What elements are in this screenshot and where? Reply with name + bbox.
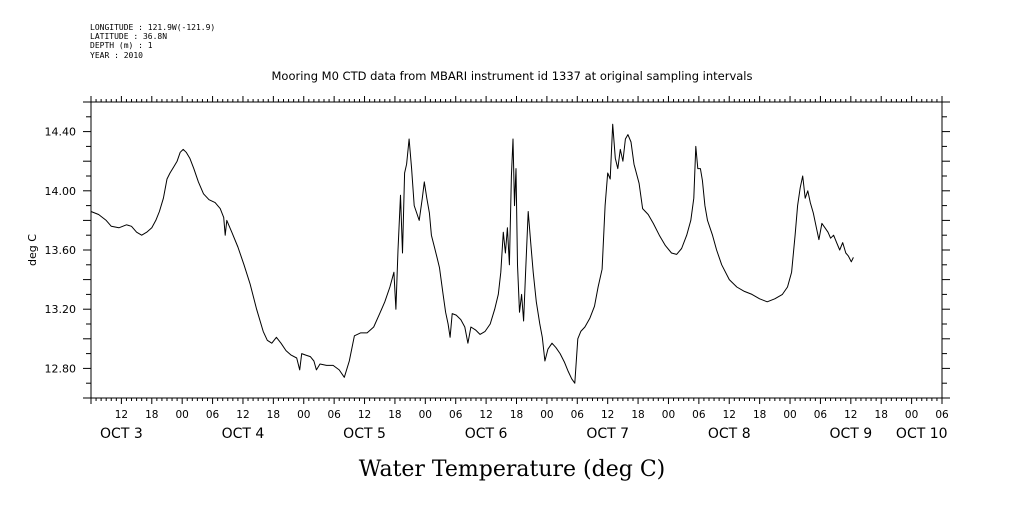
x-day-label: OCT 9 — [829, 426, 872, 442]
x-hour-label: 18 — [875, 409, 888, 421]
x-day-label: OCT 10 — [896, 426, 948, 442]
meta-longitude: LONGITUDE : 121.9W(-121.9) — [90, 23, 215, 32]
x-hour-label: 18 — [631, 409, 644, 421]
x-hour-label: 06 — [935, 409, 949, 421]
x-hour-label: 12 — [358, 409, 371, 421]
y-tick-label: 14.00 — [45, 185, 77, 198]
x-hour-label: 06 — [327, 409, 341, 421]
metadata-block: LONGITUDE : 121.9W(-121.9) LATITUDE : 36… — [90, 23, 215, 60]
x-hour-label: 12 — [115, 409, 128, 421]
x-hour-label: 06 — [449, 409, 463, 421]
y-tick-label: 12.80 — [45, 362, 77, 375]
x-hour-label: 00 — [662, 409, 675, 421]
y-tick-label: 14.40 — [45, 126, 77, 139]
x-hour-labels: 12 18 00 06 12 18 00 06 12 18 00 06 12 18 00 06 12 18 00 06… — [115, 409, 949, 421]
x-day-label: OCT 5 — [343, 426, 386, 442]
x-hour-label: 12 — [479, 409, 492, 421]
x-hour-label: 00 — [783, 409, 796, 421]
x-hour-label: 18 — [145, 409, 158, 421]
y-axis-label: deg C — [26, 234, 39, 266]
x-hour-label: 12 — [844, 409, 857, 421]
x-hour-label: 18 — [267, 409, 280, 421]
x-hour-label: 06 — [571, 409, 585, 421]
x-hour-label: 00 — [905, 409, 918, 421]
x-day-label: OCT 7 — [586, 426, 629, 442]
meta-year: YEAR : 2010 — [90, 51, 143, 60]
x-day-label: OCT 8 — [708, 426, 751, 442]
x-hour-label: 18 — [510, 409, 523, 421]
y-tick-labels: 12.80 13.20 13.60 14.00 14.40 — [45, 126, 77, 376]
y-tick-label: 13.60 — [45, 244, 77, 257]
meta-latitude: LATITUDE : 36.8N — [90, 32, 167, 41]
chart-title: Mooring M0 CTD data from MBARI instrumen… — [272, 69, 753, 83]
meta-depth: DEPTH (m) : 1 — [90, 41, 153, 50]
x-hour-label: 18 — [388, 409, 401, 421]
x-hour-label: 00 — [540, 409, 553, 421]
plot-frame — [90, 101, 943, 399]
x-hour-label: 00 — [297, 409, 310, 421]
series-line — [90, 123, 854, 384]
x-hour-label: 12 — [723, 409, 736, 421]
x-day-label: OCT 4 — [222, 426, 265, 442]
x-hour-label: 18 — [753, 409, 766, 421]
x-day-label: OCT 6 — [465, 426, 508, 442]
x-hour-label: 12 — [601, 409, 614, 421]
x-hour-label: 00 — [419, 409, 432, 421]
x-hour-label: 06 — [206, 409, 220, 421]
tick-marks — [83, 96, 950, 404]
x-day-label: OCT 3 — [100, 426, 143, 442]
y-tick-label: 13.20 — [45, 303, 77, 316]
x-day-labels: OCT 3 OCT 4 OCT 5 OCT 6 OCT 7 OCT 8 OCT 9 OCT 1… — [100, 426, 948, 442]
x-hour-label: 12 — [236, 409, 249, 421]
x-hour-label: 00 — [175, 409, 188, 421]
x-hour-label: 06 — [692, 409, 706, 421]
x-axis-label: Water Temperature (deg C) — [359, 457, 666, 482]
x-hour-label: 06 — [814, 409, 828, 421]
